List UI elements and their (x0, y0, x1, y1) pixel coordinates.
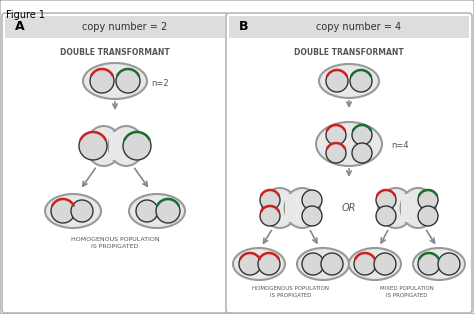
Circle shape (350, 70, 372, 92)
Circle shape (302, 206, 322, 226)
Text: n=4: n=4 (391, 142, 409, 150)
Circle shape (321, 253, 343, 275)
Ellipse shape (233, 248, 285, 280)
FancyBboxPatch shape (226, 13, 472, 313)
Ellipse shape (316, 122, 382, 166)
Text: Figure 1: Figure 1 (6, 10, 45, 20)
Circle shape (90, 69, 114, 93)
Circle shape (352, 125, 372, 145)
Circle shape (116, 69, 140, 93)
FancyBboxPatch shape (2, 13, 228, 313)
Circle shape (418, 253, 440, 275)
Text: MIXED POPULATION
IS PROPIGATED: MIXED POPULATION IS PROPIGATED (380, 286, 434, 298)
Circle shape (326, 143, 346, 163)
Circle shape (354, 253, 376, 275)
Circle shape (302, 253, 324, 275)
Circle shape (376, 190, 396, 210)
Circle shape (136, 200, 158, 222)
Text: B: B (239, 20, 248, 34)
Circle shape (51, 199, 75, 223)
Circle shape (71, 200, 93, 222)
Bar (229, 16, 469, 38)
Text: DOUBLE TRANSFORMANT: DOUBLE TRANSFORMANT (60, 48, 170, 57)
Circle shape (326, 125, 346, 145)
Ellipse shape (319, 64, 379, 98)
Text: OR: OR (342, 203, 356, 213)
Ellipse shape (109, 126, 144, 166)
Ellipse shape (262, 188, 297, 228)
Circle shape (418, 190, 438, 210)
Circle shape (302, 190, 322, 210)
Text: HOMOGENOUS POPULATION
IS PROPIGATED: HOMOGENOUS POPULATION IS PROPIGATED (71, 237, 159, 249)
Circle shape (260, 190, 280, 210)
Circle shape (260, 206, 280, 226)
Ellipse shape (86, 126, 121, 166)
Circle shape (418, 206, 438, 226)
Ellipse shape (349, 248, 401, 280)
Ellipse shape (401, 188, 436, 228)
FancyBboxPatch shape (401, 194, 412, 222)
Bar (5, 16, 225, 38)
Circle shape (376, 206, 396, 226)
Ellipse shape (297, 248, 349, 280)
FancyBboxPatch shape (285, 194, 297, 222)
Ellipse shape (284, 188, 320, 228)
Circle shape (374, 253, 396, 275)
Circle shape (79, 132, 107, 160)
Ellipse shape (83, 63, 147, 99)
Text: A: A (15, 20, 25, 34)
Text: copy number = 4: copy number = 4 (317, 22, 401, 32)
Ellipse shape (413, 248, 465, 280)
Text: n=2: n=2 (151, 78, 169, 88)
Circle shape (326, 70, 348, 92)
Circle shape (239, 253, 261, 275)
Circle shape (258, 253, 280, 275)
Ellipse shape (129, 194, 185, 228)
Text: HOMOGENOUS POPULATION
IS PROPIGATED: HOMOGENOUS POPULATION IS PROPIGATED (253, 286, 329, 298)
Circle shape (123, 132, 151, 160)
Circle shape (352, 143, 372, 163)
Text: DOUBLE TRANSFORMANT: DOUBLE TRANSFORMANT (294, 48, 404, 57)
Circle shape (438, 253, 460, 275)
Ellipse shape (378, 188, 413, 228)
Circle shape (156, 199, 180, 223)
Ellipse shape (45, 194, 101, 228)
FancyBboxPatch shape (109, 132, 120, 160)
Text: copy number = 2: copy number = 2 (82, 22, 168, 32)
